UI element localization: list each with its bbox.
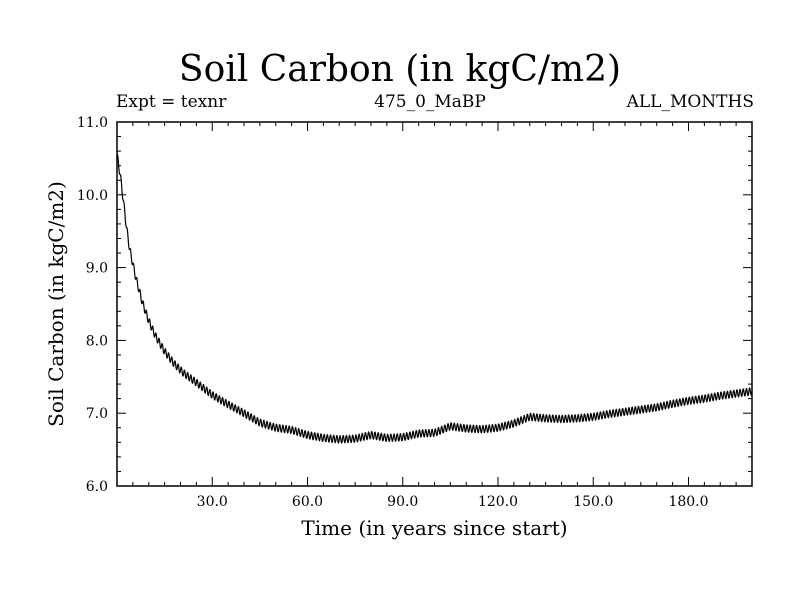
- x-axis-title: Time (in years since start): [301, 516, 567, 540]
- y-axis-title: Soil Carbon (in kgC/m2): [44, 181, 68, 427]
- x-tick-label: 90.0: [387, 494, 418, 510]
- x-tick-label: 60.0: [292, 494, 323, 510]
- x-tick-label: 120.0: [478, 494, 518, 510]
- x-tick-label: 30.0: [197, 494, 228, 510]
- soil-carbon-series-line: [116, 153, 753, 444]
- y-tick-label: 6.0: [86, 479, 108, 495]
- chart-title: Soil Carbon (in kgC/m2): [178, 49, 622, 90]
- months-label: ALL_MONTHS: [626, 92, 754, 112]
- y-tick-label: 11.0: [77, 115, 108, 131]
- x-tick-label: 180.0: [668, 494, 708, 510]
- experiment-label: Expt = texnr: [116, 92, 227, 112]
- y-tick-label: 9.0: [86, 261, 108, 277]
- x-tick-label: 150.0: [573, 494, 613, 510]
- series-layer: [116, 153, 753, 444]
- y-tick-label: 7.0: [86, 406, 108, 422]
- y-tick-label: 10.0: [77, 188, 108, 204]
- period-label: 475_0_MaBP: [374, 92, 486, 112]
- y-tick-label: 8.0: [86, 333, 108, 349]
- tick-labels-layer: 30.0 60.0 90.0 120.0 150.0 180.0 6.0 7.0 8.0 9.0 1…: [77, 115, 709, 510]
- plot-frame: [116, 121, 753, 487]
